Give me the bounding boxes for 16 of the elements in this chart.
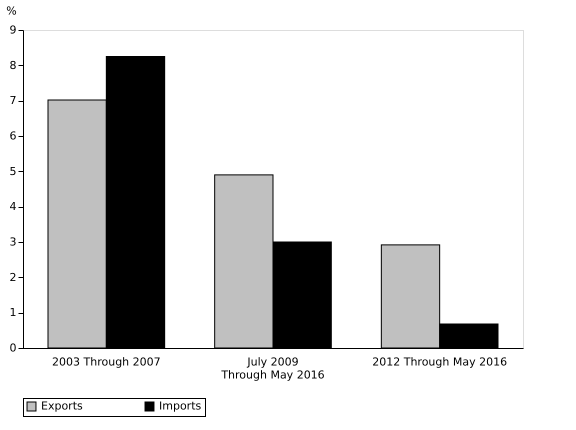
y-tick-label: 5: [10, 164, 16, 178]
y-tick-label: 7: [10, 94, 16, 108]
legend-label: Imports: [159, 400, 202, 413]
legend-label: Exports: [41, 400, 84, 413]
y-tick-label: 1: [10, 306, 16, 320]
x-tick-label: 2003 Through 2007: [52, 356, 161, 368]
y-tick-label: 2: [10, 270, 16, 284]
x-tick-label: July 2009 Through May 2016: [220, 356, 325, 382]
y-axis-title: %: [6, 4, 17, 18]
y-tick-label: 4: [10, 200, 16, 214]
y-tick-label: 6: [10, 130, 16, 142]
y-tick-label: 3: [10, 236, 16, 248]
y-tick-label: 9: [10, 24, 16, 36]
y-tick-label: 8: [10, 58, 16, 72]
y-tick-label: 0: [10, 342, 16, 354]
x-tick-label: 2012 Through May 2016: [372, 356, 508, 368]
